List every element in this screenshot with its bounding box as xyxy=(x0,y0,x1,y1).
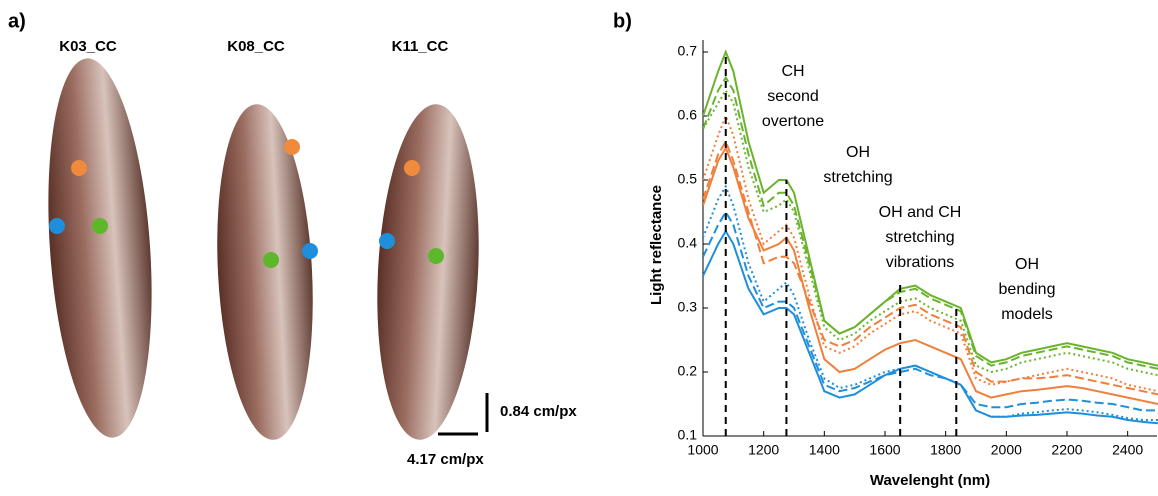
y-tick-label: 0.3 xyxy=(678,299,698,315)
annotation: bending xyxy=(999,281,1056,298)
annotation: models xyxy=(1001,306,1053,323)
annotation: OH xyxy=(846,144,870,161)
sample-point xyxy=(302,243,318,259)
data-line xyxy=(703,139,1158,396)
plot-area xyxy=(703,49,1158,425)
scale-label: 0.84 cm/px xyxy=(500,403,577,420)
sample-label: K03_CC xyxy=(59,38,117,55)
sample-point xyxy=(428,248,444,264)
scale-label: 4.17 cm/px xyxy=(407,451,484,468)
kernel-image xyxy=(217,104,313,440)
sample-point xyxy=(379,233,395,249)
x-tick-label: 1600 xyxy=(869,442,900,458)
sample-point xyxy=(284,139,300,155)
annotation: OH xyxy=(1015,256,1039,273)
sample-point xyxy=(404,160,420,176)
data-line xyxy=(703,49,1158,367)
annotation: vibrations xyxy=(886,254,954,271)
sample-label: K08_CC xyxy=(227,38,285,55)
sample-point xyxy=(92,218,108,234)
annotation: second xyxy=(767,88,819,105)
sample-point xyxy=(49,218,65,234)
y-tick-label: 0.6 xyxy=(678,107,698,123)
y-axis-label: Light reflectance xyxy=(648,185,665,305)
kernel-image xyxy=(377,104,479,440)
x-tick-label: 2200 xyxy=(1051,442,1082,458)
sample-label: K11_CC xyxy=(392,38,449,55)
y-tick-label: 0.1 xyxy=(678,427,698,443)
annotation: CH xyxy=(781,63,804,80)
annotation: OH and CH xyxy=(879,204,962,221)
x-axis-label: Wavelenght (nm) xyxy=(870,472,990,489)
x-tick-label: 2400 xyxy=(1112,442,1143,458)
x-tick-label: 1200 xyxy=(748,442,779,458)
annotation: stretching xyxy=(885,229,954,246)
x-tick-label: 1000 xyxy=(687,442,718,458)
data-line xyxy=(703,210,1158,412)
data-line xyxy=(703,145,1158,405)
annotation: overtone xyxy=(762,113,824,130)
y-tick-label: 0.4 xyxy=(678,235,698,251)
sample-point xyxy=(71,160,87,176)
y-tick-label: 0.2 xyxy=(678,363,698,379)
data-line xyxy=(703,229,1158,425)
kernel-image xyxy=(48,58,152,438)
data-line xyxy=(703,75,1158,370)
data-line xyxy=(703,184,1158,421)
x-tick-label: 1400 xyxy=(809,442,840,458)
annotation: stretching xyxy=(823,169,892,186)
y-tick-label: 0.7 xyxy=(678,43,698,59)
data-line xyxy=(703,113,1158,393)
panel-label: a) xyxy=(8,10,26,32)
y-tick-label: 0.5 xyxy=(678,171,698,187)
panel-label: b) xyxy=(613,10,632,32)
sample-point xyxy=(263,252,279,268)
data-line xyxy=(703,88,1158,377)
x-tick-label: 2000 xyxy=(991,442,1022,458)
x-tick-label: 1800 xyxy=(930,442,961,458)
